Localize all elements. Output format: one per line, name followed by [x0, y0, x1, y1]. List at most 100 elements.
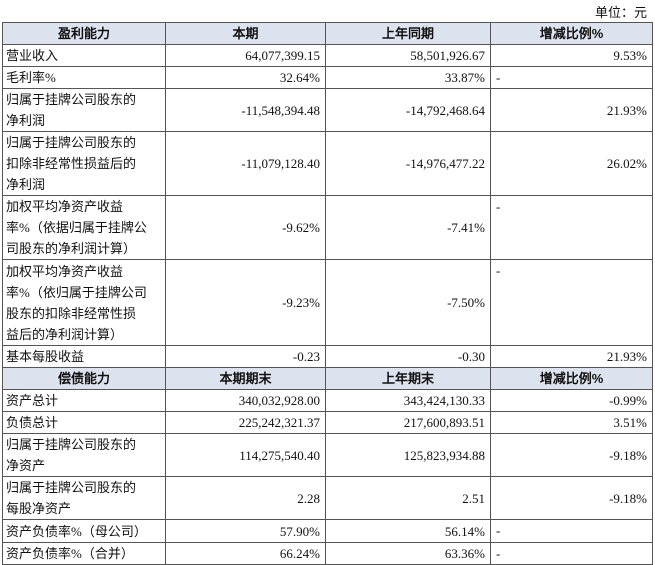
- value-cell: -9.18%: [490, 476, 653, 520]
- value-cell: -0.99%: [490, 389, 653, 412]
- label-line: 司股东的净利润计算）: [6, 241, 137, 256]
- value-cell: -11,079,128.40: [165, 131, 326, 196]
- header-cell: 增减比例%: [490, 22, 653, 45]
- label-line: 归属于挂牌公司股东的: [6, 92, 137, 107]
- label-line: 净利润: [6, 177, 46, 192]
- value-cell: 21.93%: [490, 88, 653, 132]
- value-cell: 63.36%: [325, 542, 491, 565]
- table-row: 毛利率% 32.64% 33.87% -: [2, 66, 653, 89]
- value-cell: 225,242,321.37: [165, 411, 326, 434]
- value-cell: 32.64%: [165, 66, 326, 89]
- section-header-row: 盈利能力 本期 上年同期 增减比例%: [2, 22, 653, 45]
- value-cell: 57.90%: [165, 519, 326, 543]
- value-cell: -14,792,468.64: [325, 88, 491, 132]
- value-cell: -: [490, 195, 653, 260]
- row-label: 加权平均净资产收益率%（依据归属于挂牌公 司股东的净利润计算）: [2, 195, 166, 260]
- value-cell: -0.23: [165, 345, 326, 368]
- section-header-row: 偿债能力 本期期末 上年期末 增减比例%: [2, 367, 653, 390]
- row-label: 归属于挂牌公司股东的 净资产: [2, 433, 166, 477]
- value-cell: 26.02%: [490, 131, 653, 196]
- row-label: 负债总计: [2, 411, 166, 434]
- row-label: 加权平均净资产收益率%（依归属于挂牌公司 股东的扣除非经常性损 益后的净利润计算）: [2, 259, 166, 346]
- label-line: 股东的扣除非经常性损: [6, 305, 137, 321]
- label-line: 加权平均净资产收益: [6, 199, 124, 214]
- table-row: 基本每股收益 -0.23 -0.30 21.93%: [2, 345, 653, 368]
- value-cell: 21.93%: [490, 345, 653, 368]
- financial-table: 盈利能力 本期 上年同期 增减比例% 营业收入 64,077,399.15 58,501,9…: [2, 22, 653, 565]
- row-label: 毛利率%: [2, 66, 166, 89]
- table-row: 归属于挂牌公司股东的 每股净资产 2.28 2.51 -9.18%: [2, 476, 653, 520]
- label-line: 率%（依据归属于挂牌公: [6, 220, 147, 235]
- value-cell: -9.18%: [490, 433, 653, 477]
- label-line: 加权平均净资产收益: [6, 263, 124, 279]
- value-cell: 125,823,934.88: [325, 433, 491, 477]
- row-label: 营业收入: [2, 44, 166, 67]
- value-cell: 64,077,399.15: [165, 44, 326, 67]
- row-label: 归属于挂牌公司股东的 每股净资产: [2, 476, 166, 520]
- value-cell: 2.51: [325, 476, 491, 520]
- header-cell: 上年同期: [325, 22, 491, 45]
- label-line: 扣除非经常性损益后的: [6, 156, 137, 171]
- header-cell: 本期期末: [165, 367, 326, 390]
- label-line: 负债总计: [6, 415, 59, 430]
- value-cell: -9.23%: [165, 259, 326, 346]
- value-cell: -9.62%: [165, 195, 326, 260]
- value-cell: 343,424,130.33: [325, 389, 491, 412]
- label-line: 归属于挂牌公司股东的: [6, 437, 137, 452]
- table-row: 加权平均净资产收益 率%（依据归属于挂牌公 司股东的净利润计算） -9.62% -7.4…: [2, 195, 653, 260]
- label-line: 归属于挂牌公司股东的: [6, 480, 137, 495]
- value-cell: -: [490, 542, 653, 565]
- label-line: 益后的净利润计算）: [6, 326, 124, 342]
- table-row: 资产总计 340,032,928.00 343,424,130.33 -0.99%: [2, 389, 653, 412]
- label-line: 营业收入: [6, 48, 59, 63]
- header-cell: 偿债能力: [2, 367, 166, 390]
- table-row: 营业收入 64,077,399.15 58,501,926.67 9.53%: [2, 44, 653, 67]
- value-cell: -: [490, 519, 653, 543]
- value-cell: 58,501,926.67: [325, 44, 491, 67]
- value-cell: 2.28: [165, 476, 326, 520]
- row-label: 资产负债率%（母公司）: [2, 519, 166, 543]
- row-label: 归属于挂牌公司股东的 净利润: [2, 88, 166, 132]
- label-line: 净资产: [6, 458, 46, 473]
- row-label: 资产负债率%（合并）: [2, 542, 166, 565]
- table-row: 加权平均净资产收益 率%（依归属于挂牌公司 股东的扣除非经常性损 益后的净利润计算） -…: [2, 259, 653, 346]
- table-row: 资产负债率%（合并） 66.24% 63.36% -: [2, 542, 653, 565]
- label-line: 基本每股收益: [6, 349, 85, 364]
- value-cell: 9.53%: [490, 44, 653, 67]
- label-line: 资产负债率%（合并）: [6, 546, 134, 561]
- value-cell: -7.41%: [325, 195, 491, 260]
- row-label: 资产总计: [2, 389, 166, 412]
- value-cell: -: [490, 259, 653, 346]
- unit-label: 单位：元: [594, 5, 647, 20]
- value-cell: -14,976,477.22: [325, 131, 491, 196]
- value-cell: -: [490, 66, 653, 89]
- header-cell: 盈利能力: [2, 22, 166, 45]
- label-line: 净利润: [6, 113, 46, 128]
- label-line: 率%（依归属于挂牌公司: [6, 284, 147, 300]
- header-cell: 上年期末: [325, 367, 491, 390]
- value-cell: 340,032,928.00: [165, 389, 326, 412]
- row-label: 基本每股收益: [2, 345, 166, 368]
- value-cell: 114,275,540.40: [165, 433, 326, 477]
- table-row: 资产负债率%（母公司） 57.90% 56.14% -: [2, 519, 653, 543]
- value-cell: 56.14%: [325, 519, 491, 543]
- table-row: 归属于挂牌公司股东的 净利润 -11,548,394.48 -14,792,468.6…: [2, 88, 653, 132]
- value-cell: 3.51%: [490, 411, 653, 434]
- header-cell: 增减比例%: [490, 367, 653, 390]
- value-cell: -7.50%: [325, 259, 491, 346]
- table-row: 负债总计 225,242,321.37 217,600,893.51 3.51%: [2, 411, 653, 434]
- table-row: 归属于挂牌公司股东的 扣除非经常性损益后的 净利润 -11,079,128.40 -14…: [2, 131, 653, 196]
- value-cell: -11,548,394.48: [165, 88, 326, 132]
- row-label: 归属于挂牌公司股东的 扣除非经常性损益后的 净利润: [2, 131, 166, 196]
- label-line: 资产负债率%（母公司）: [6, 523, 147, 539]
- label-line: 资产总计: [6, 393, 59, 408]
- table-row: 归属于挂牌公司股东的 净资产 114,275,540.40 125,823,934.8…: [2, 433, 653, 477]
- label-line: 毛利率%: [6, 70, 56, 85]
- label-line: 每股净资产: [6, 501, 72, 516]
- value-cell: 66.24%: [165, 542, 326, 565]
- value-cell: 33.87%: [325, 66, 491, 89]
- header-cell: 本期: [165, 22, 326, 45]
- label-line: 归属于挂牌公司股东的: [6, 135, 137, 150]
